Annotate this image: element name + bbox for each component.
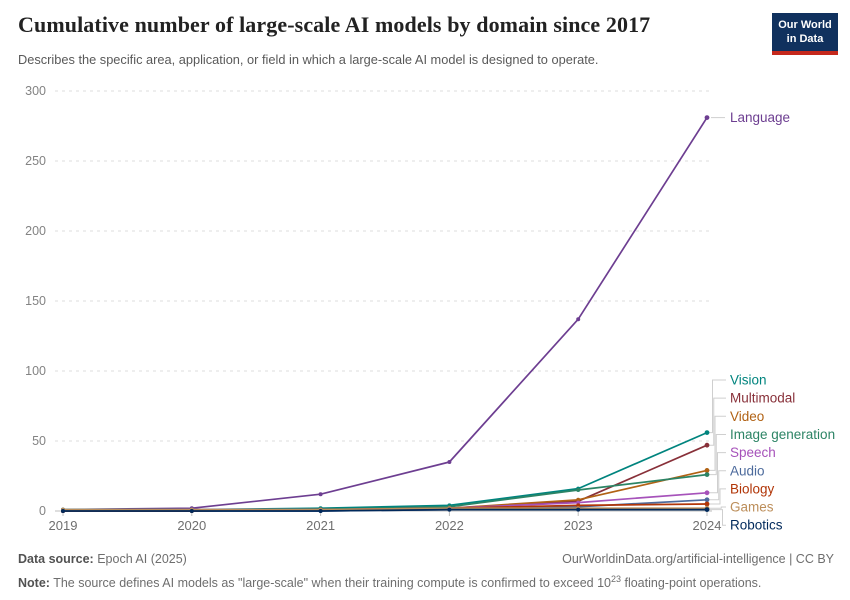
x-axis-label-2024: 2024 — [693, 518, 722, 533]
point-image-generation-2023 — [576, 488, 581, 492]
point-multimodal-2024 — [704, 442, 710, 448]
legend-label-language[interactable]: Language — [730, 110, 790, 125]
legend-label-vision[interactable]: Vision — [730, 373, 767, 388]
legend-label-audio[interactable]: Audio — [730, 463, 765, 478]
legend-label-image-generation[interactable]: Image generation — [730, 427, 835, 442]
point-robotics-2024 — [704, 507, 710, 512]
point-biology-2023 — [576, 503, 581, 508]
legend-connector-games — [709, 506, 726, 509]
data-source-label: Data source: — [18, 552, 94, 566]
point-language-2021 — [318, 492, 323, 497]
legend-label-games[interactable]: Games — [730, 500, 774, 515]
line-games[interactable] — [62, 507, 708, 511]
legend-connector-multimodal — [709, 397, 726, 446]
chart-subtitle: Describes the specific area, application… — [18, 52, 599, 67]
y-axis-tick-150: 150 — [25, 294, 46, 308]
point-language-2022 — [447, 460, 452, 464]
owid-logo-line1: Our World — [778, 19, 832, 31]
legend-label-speech[interactable]: Speech — [730, 445, 776, 460]
point-biology-2024 — [704, 501, 710, 507]
y-axis-tick-250: 250 — [25, 154, 46, 168]
chart-note: Note: The source defines AI models as "l… — [18, 574, 834, 590]
line-chart: 0 50 100 150 200 250 300 2019 2020 2021 2022 2023 20… — [25, 84, 835, 533]
point-robotics-2023 — [576, 507, 581, 512]
legend-connector-audio — [709, 470, 726, 501]
data-source: Data source: Epoch AI (2025) — [18, 552, 187, 566]
note-label: Note: — [18, 576, 50, 591]
line-robotics[interactable] — [62, 508, 708, 512]
point-robotics-2021 — [318, 509, 323, 513]
legend-label-video[interactable]: Video — [730, 409, 764, 424]
y-axis-tick-200: 200 — [25, 224, 46, 238]
x-axis-label-2021: 2021 — [306, 518, 335, 533]
data-source-value: Epoch AI (2025) — [93, 552, 187, 566]
line-vision[interactable] — [62, 431, 708, 511]
x-axis-label-2020: 2020 — [177, 518, 206, 533]
line-language[interactable] — [62, 116, 708, 511]
legend-connector-vision — [709, 379, 726, 434]
legend-connector-robotics — [709, 509, 726, 526]
note-text-pre: The source defines AI models as "large-s… — [49, 576, 611, 591]
point-video-2023 — [576, 497, 581, 502]
x-axis-label-2022: 2022 — [435, 518, 464, 533]
legend-label-multimodal[interactable]: Multimodal — [730, 391, 795, 406]
owid-logo-line2: in Data — [786, 33, 824, 46]
point-vision-2024 — [704, 430, 710, 435]
chart-footer: Data source: Epoch AI (2025) OurWorldinD… — [0, 548, 850, 600]
owid-logo-stripe — [772, 50, 838, 55]
owid-logo-text: Our World in Data — [772, 13, 838, 51]
page-title: Cumulative number of large-scale AI mode… — [18, 12, 651, 37]
point-language-2024 — [704, 115, 710, 120]
point-robotics-2019 — [61, 509, 65, 513]
credit-link[interactable]: OurWorldinData.org/artificial-intelligen… — [562, 552, 834, 566]
y-axis-tick-50: 50 — [32, 434, 46, 448]
point-audio-2024 — [704, 497, 710, 503]
point-language-2023 — [576, 317, 581, 322]
legend-label-robotics[interactable]: Robotics — [730, 518, 783, 533]
y-axis-tick-300: 300 — [25, 84, 46, 98]
legend-connector-speech — [709, 452, 726, 494]
point-speech-2024 — [704, 490, 710, 496]
y-axis-tick-100: 100 — [25, 364, 46, 378]
point-robotics-2020 — [189, 509, 194, 513]
note-exponent: 23 — [610, 574, 621, 584]
x-axis-label-2023: 2023 — [564, 518, 593, 533]
legend-connector-biology — [709, 488, 726, 505]
legend-connector-image-generation — [709, 433, 726, 476]
owid-logo[interactable]: Our World in Data — [772, 13, 838, 55]
note-text-post: floating-point operations. — [621, 576, 762, 591]
legend-label-biology[interactable]: Biology — [730, 481, 775, 496]
point-image-generation-2024 — [704, 472, 710, 477]
y-axis-tick-0: 0 — [39, 504, 46, 518]
legend-connector-video — [709, 415, 726, 471]
x-axis-label-2019: 2019 — [49, 518, 78, 533]
point-speech-2023 — [576, 500, 581, 505]
point-video-2024 — [704, 468, 710, 473]
point-robotics-2022 — [447, 507, 452, 512]
